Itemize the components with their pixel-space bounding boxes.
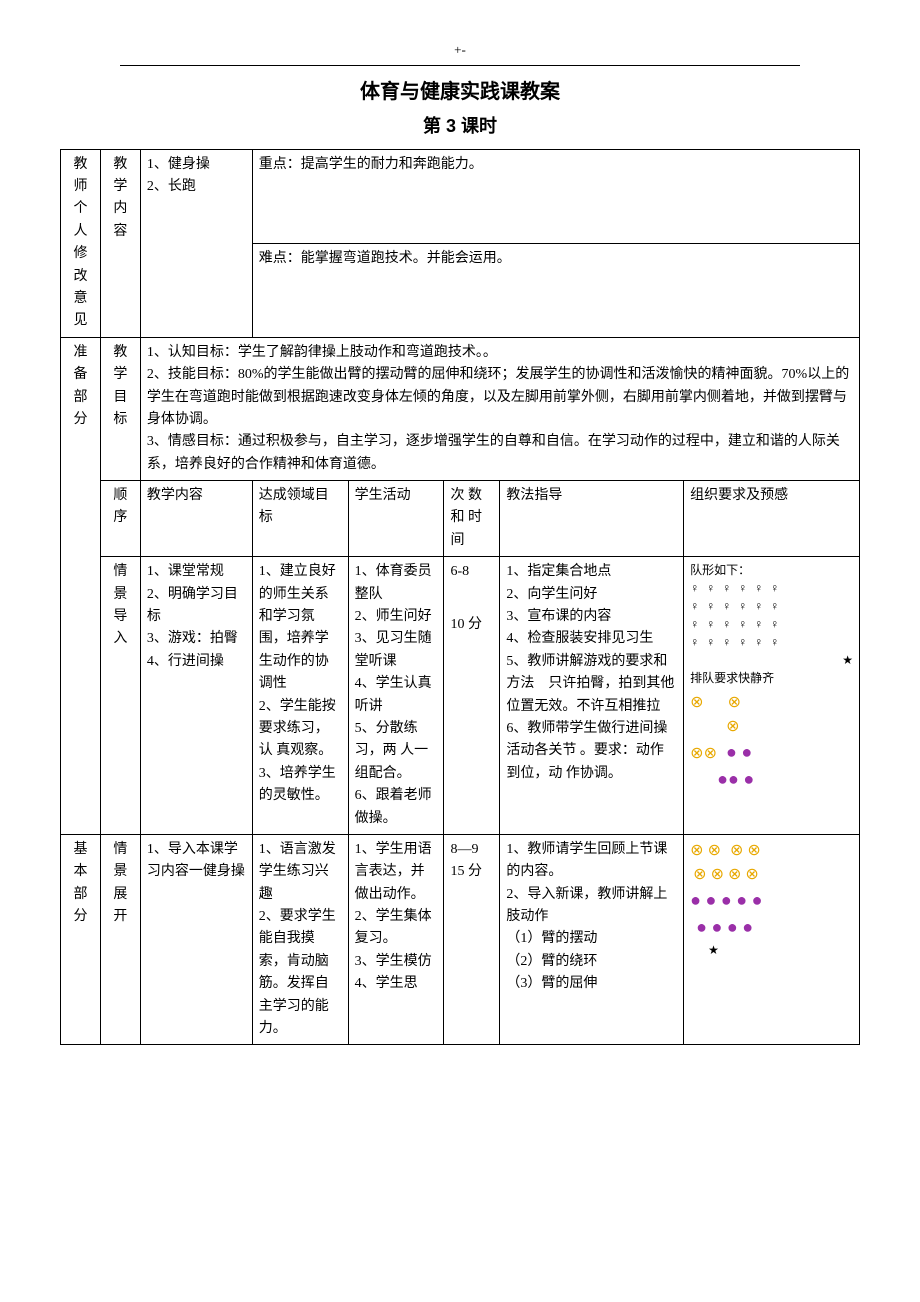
keypoint-text: 提高学生的耐力和奔跑能力。: [301, 157, 483, 172]
scene2-goal: 1、语言激发学生练习兴趣 2、要求学生能自我摸索，肯动脑筋。发挥自主学习的能力。: [252, 834, 348, 1045]
formation-label: 队形如下：: [690, 561, 853, 579]
difficulty-label: 难点：: [259, 251, 301, 266]
cell-teaching-content-label: 教学内容: [100, 149, 140, 337]
queue-req: 排队要求快静齐: [690, 669, 853, 687]
scene2-activity: 1、学生用语言表达，并做出动作。 2、学生集体复习。 3、学生模仿 4、学生思: [348, 834, 444, 1045]
cell-blank-left2: [61, 557, 101, 835]
formation-diagram-3: ⊗ ⊗ ⊗ ⊗ ⊗ ⊗ ⊗ ⊗ ● ● ● ● ● ● ● ● ● ★: [690, 839, 853, 959]
hdr-domain-goal: 达成领域目标: [252, 481, 348, 557]
cell-content-items: 1、健身操 2、长跑: [140, 149, 252, 337]
scene1-guide: 1、指定集合地点 2、向学生问好 3、宣布课的内容 4、检查服装安排见习生 5、…: [500, 557, 684, 835]
cell-blank-left: [61, 481, 101, 557]
scene1-org: 队形如下： ♀ ♀ ♀ ♀ ♀ ♀ ♀ ♀ ♀ ♀ ♀ ♀ ♀ ♀ ♀ ♀ ♀ …: [684, 557, 860, 835]
hdr-teaching-guide: 教法指导: [500, 481, 684, 557]
lesson-plan-table: 教师个人修改意见 教学内容 1、健身操 2、长跑 重点：提高学生的耐力和奔跑能力…: [60, 149, 860, 1046]
keypoint-label: 重点：: [259, 157, 301, 172]
top-rule: [120, 65, 800, 66]
scene2-time: 8—9 15 分: [444, 834, 500, 1045]
scene1-count: 6-8: [450, 561, 493, 583]
cell-difficulty: 难点：能掌握弯道跑技术。并能会运用。: [252, 243, 859, 337]
scene1-content: 1、课堂常规 2、明确学习目标 3、游戏：拍臀 4、行进间操: [140, 557, 252, 835]
difficulty-text: 能掌握弯道跑技术。并能会运用。: [301, 251, 511, 266]
star-icon: ★: [690, 651, 853, 669]
hdr-org-req: 组织要求及预感: [684, 481, 860, 557]
cell-basic-label: 基本部分: [61, 834, 101, 1045]
hdr-sequence: 顺序: [100, 481, 140, 557]
scene1-goal: 1、建立良好的师生关系和学习氛围，培养学生动作的协调性 2、学生能按要求练习，认…: [252, 557, 348, 835]
header-mark: +-: [60, 40, 860, 61]
scene2-content: 1、导入本课学习内容一健身操: [140, 834, 252, 1045]
page-subtitle: 第 3 课时: [60, 112, 860, 141]
hdr-student-activity: 学生活动: [348, 481, 444, 557]
scene2-label: 情景展开: [100, 834, 140, 1045]
cell-keypoint: 重点：提高学生的耐力和奔跑能力。: [252, 149, 859, 243]
formation-diagram-1: ♀ ♀ ♀ ♀ ♀ ♀ ♀ ♀ ♀ ♀ ♀ ♀ ♀ ♀ ♀ ♀ ♀ ♀ ♀ ♀ …: [690, 579, 853, 651]
cell-goals: 1、认知目标：学生了解韵律操上肢动作和弯道跑技术。。 2、技能目标：80%的学生…: [140, 337, 859, 480]
hdr-times: 次 数和 时间: [444, 481, 500, 557]
scene2-guide: 1、教师请学生回顾上节课的内容。 2、导入新课，教师讲解上肢动作 （1）臂的摆动…: [500, 834, 684, 1045]
scene1-label: 情景导入: [100, 557, 140, 835]
scene1-minutes: 10 分: [450, 614, 493, 636]
cell-goal-label: 教学目标: [100, 337, 140, 480]
hdr-content: 教学内容: [140, 481, 252, 557]
formation-diagram-2: ⊗ ⊗ ⊗ ⊗⊗ ● ● ●● ●: [690, 691, 853, 793]
scene1-activity: 1、体育委员整队 2、师生问好 3、见习生随堂听课 4、学生认真听讲 5、分散练…: [348, 557, 444, 835]
cell-teacher-opinion: 教师个人修改意见: [61, 149, 101, 337]
scene1-time: 6-8 10 分: [444, 557, 500, 835]
scene2-org: ⊗ ⊗ ⊗ ⊗ ⊗ ⊗ ⊗ ⊗ ● ● ● ● ● ● ● ● ● ★: [684, 834, 860, 1045]
cell-prep-label: 准备部分: [61, 337, 101, 480]
page-title: 体育与健康实践课教案: [60, 76, 860, 108]
